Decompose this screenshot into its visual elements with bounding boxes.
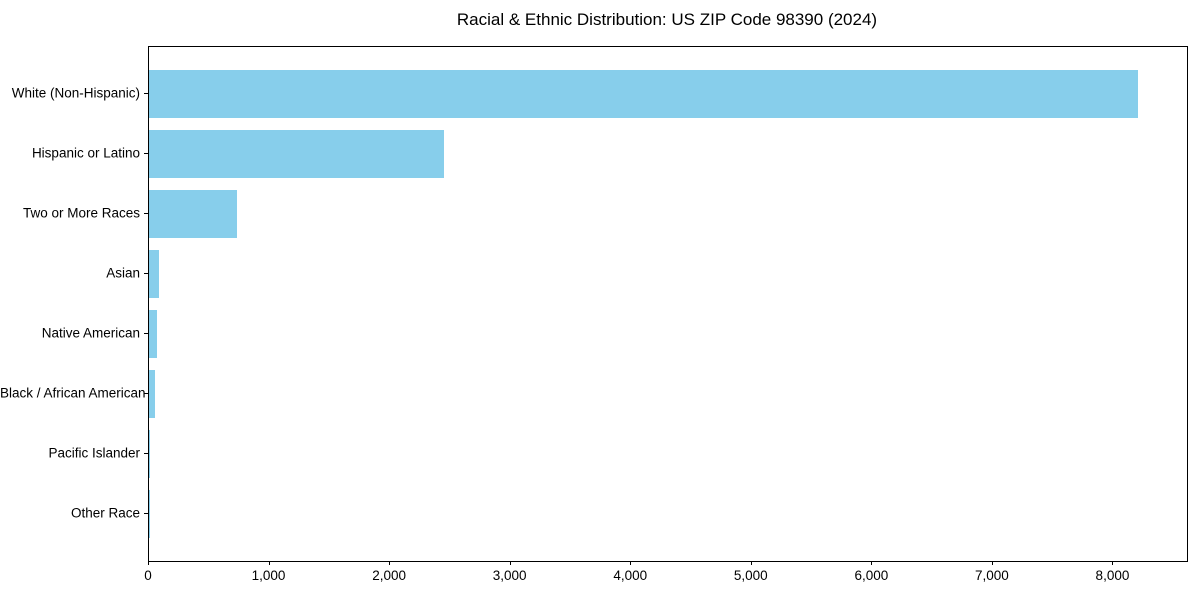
y-tick-mark [144, 332, 148, 334]
y-tick-mark [144, 392, 148, 394]
y-tick-mark [144, 93, 148, 95]
chart-title: Racial & Ethnic Distribution: US ZIP Cod… [456, 10, 878, 29]
x-tick-label: 8,000 [1095, 568, 1130, 583]
x-tick-label: 1,000 [251, 568, 286, 583]
bar-white-non-hispanic [149, 70, 1138, 119]
x-tick-label: 0 [144, 568, 152, 583]
x-tick-mark [509, 561, 511, 565]
y-tick-label: Asian [106, 265, 140, 281]
bar-two-or-more-races [149, 190, 237, 239]
x-tick-label: 6,000 [854, 568, 889, 583]
plot-area [148, 46, 1188, 562]
y-tick-label: Pacific Islander [48, 445, 140, 461]
y-tick-label: Native American [41, 325, 140, 341]
x-tick-mark [750, 561, 752, 565]
y-tick-label: Black / African American [0, 385, 146, 401]
y-tick-label: Two or More Races [22, 205, 140, 221]
y-tick-mark [144, 273, 148, 275]
bar-asian [149, 250, 160, 298]
x-tick-label: 4,000 [613, 568, 648, 583]
x-tick-mark [148, 561, 149, 565]
y-tick-mark [144, 213, 148, 215]
bar-pacific-islander [149, 429, 151, 478]
y-tick-mark [144, 153, 148, 155]
x-tick-mark [630, 561, 632, 565]
x-tick-label: 2,000 [372, 568, 407, 583]
x-tick-mark [871, 561, 873, 565]
x-tick-label: 5,000 [733, 568, 768, 583]
y-tick-mark [144, 452, 148, 454]
x-tick-label: 7,000 [974, 568, 1009, 583]
x-tick-mark [991, 561, 993, 565]
bar-black-african-american [149, 369, 155, 418]
x-tick-label: 3,000 [492, 568, 527, 583]
y-tick-label: Other Race [70, 505, 140, 521]
bar-native-american [149, 309, 157, 358]
y-tick-mark [144, 512, 148, 514]
x-tick-mark [268, 561, 270, 565]
bar-hispanic-or-latino [149, 130, 445, 179]
y-tick-label: Hispanic or Latino [31, 145, 140, 161]
x-tick-mark [1112, 561, 1114, 565]
x-tick-mark [389, 561, 391, 565]
y-tick-label: White (Non-Hispanic) [11, 85, 140, 101]
